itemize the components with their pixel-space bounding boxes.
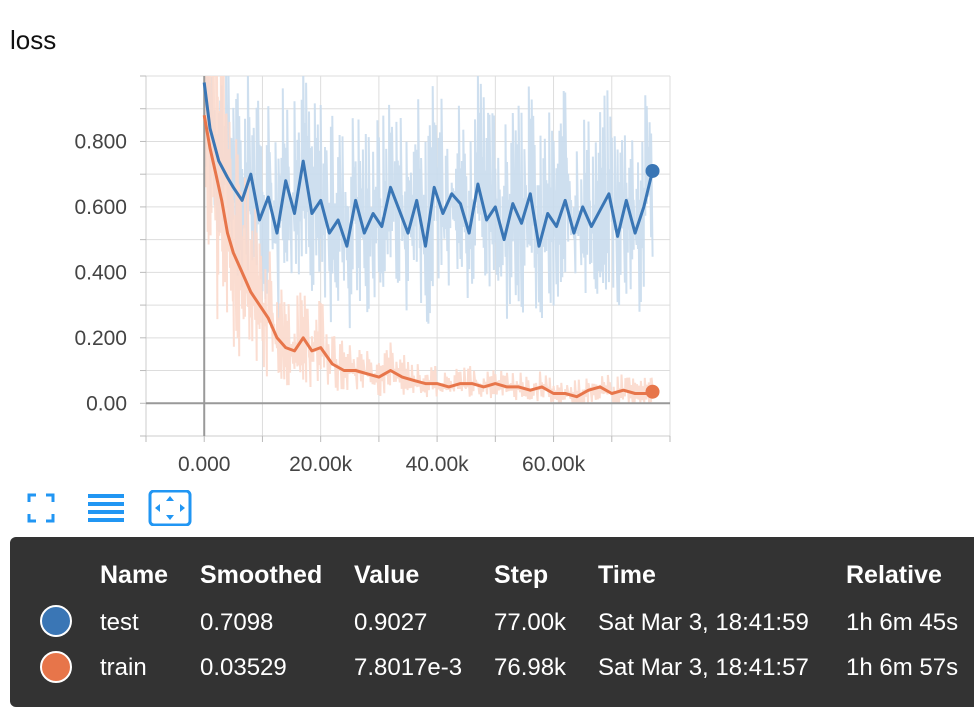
x-tick-label: 20.00k (289, 453, 353, 476)
series-swatch-test (40, 605, 72, 637)
y-tick-label: 0.200 (74, 327, 127, 350)
fullscreen-icon (27, 493, 55, 523)
raw-series-layer (203, 76, 655, 404)
row-train-value: 7.8017e-3 (354, 654, 463, 681)
x-tick-label: 40.00k (406, 453, 470, 476)
zero-axes (146, 76, 670, 436)
chart-title: loss (10, 25, 57, 55)
series-endpoints (645, 163, 660, 399)
header-step: Step (494, 561, 549, 589)
smoothed-series-layer (202, 82, 654, 399)
values-tooltip: Name Smoothed Value Step Time Relative t… (10, 537, 974, 707)
fit-to-data-button[interactable] (148, 490, 192, 526)
x-tick-label: 0.000 (178, 453, 231, 476)
axis-tick-labels: 0.000 20.00k 40.00k 60.00k 0.00 0.200 0.400 0.6… (74, 130, 585, 476)
loss-chart[interactable]: 0.000 20.00k 40.00k 60.00k 0.00 0.200 0.400 0.6… (0, 0, 974, 480)
raw-series-test (203, 76, 654, 329)
y-tick-label: 0.00 (86, 392, 127, 415)
y-tick-label: 0.600 (74, 196, 127, 219)
list-lines-icon (88, 494, 124, 522)
y-tick-label: 0.800 (74, 130, 127, 153)
row-test-value: 0.9027 (354, 609, 428, 636)
header-name: Name (100, 561, 169, 589)
series-line-test (202, 82, 654, 248)
row-train-step: 76.98k (494, 654, 567, 681)
row-test-relative: 1h 6m 45s (846, 609, 959, 636)
series-endpoint-test (645, 163, 660, 178)
row-test-step: 77.00k (494, 609, 567, 636)
header-smoothed: Smoothed (200, 561, 323, 589)
series-line-train (202, 115, 653, 399)
header-relative: Relative (846, 561, 942, 589)
series-swatch-train (40, 651, 72, 683)
row-train-name: train (100, 654, 147, 681)
header-value: Value (354, 561, 420, 589)
y-tick-label: 0.400 (74, 261, 127, 284)
row-test-name: test (100, 609, 139, 636)
row-test-smoothed: 0.7098 (200, 609, 274, 636)
toggle-log-scale-button[interactable] (86, 490, 126, 526)
row-train-time: Sat Mar 3, 18:41:57 (598, 654, 809, 681)
series-endpoint-train (645, 384, 660, 399)
row-test-time: Sat Mar 3, 18:41:59 (598, 609, 809, 636)
fullscreen-button[interactable] (26, 490, 66, 526)
row-train-relative: 1h 6m 57s (846, 654, 959, 681)
fit-to-data-icon (148, 490, 192, 526)
x-tick-label: 60.00k (522, 453, 586, 476)
header-time: Time (598, 561, 656, 589)
row-train-smoothed: 0.03529 (200, 654, 287, 681)
